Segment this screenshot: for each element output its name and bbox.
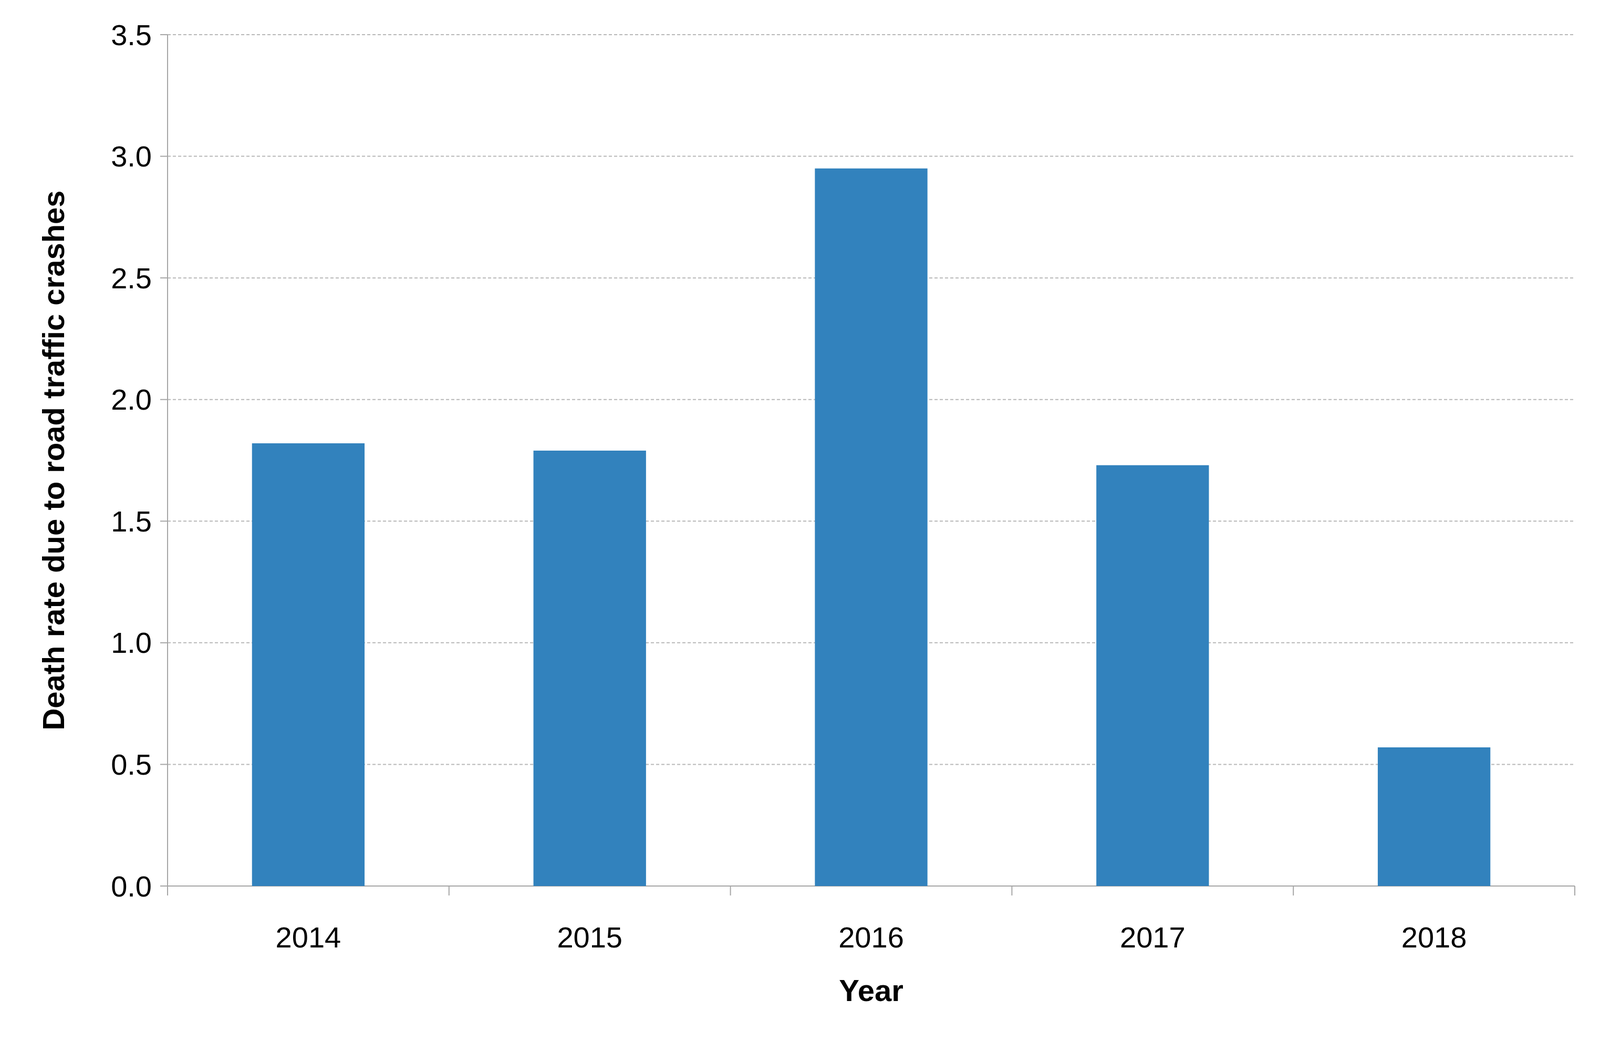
x-tick (1574, 886, 1576, 896)
y-tick (160, 885, 168, 887)
y-tick-label: 1.5 (110, 504, 152, 538)
grid-line (167, 156, 1575, 158)
x-tick-label: 2014 (275, 920, 342, 954)
bar (814, 168, 928, 887)
x-tick-label: 2015 (556, 920, 623, 954)
x-axis-label: Year (838, 973, 904, 1008)
y-tick (160, 156, 168, 158)
bar (1377, 747, 1491, 887)
y-tick-label: 3.5 (110, 18, 152, 52)
y-tick-label: 3.0 (110, 139, 152, 173)
y-tick (160, 34, 168, 36)
x-tick-label: 2017 (1119, 920, 1186, 954)
y-tick (160, 763, 168, 765)
bar (252, 443, 365, 887)
y-tick-label: 0.5 (110, 747, 152, 782)
y-tick (160, 520, 168, 522)
chart: 0.0 0.5 1.0 1.5 2.0 2.5 3.0 3.5 2014 2015 2016 2017… (0, 0, 1600, 1042)
y-tick (160, 642, 168, 644)
bar (1096, 465, 1209, 887)
y-tick-label: 2.0 (110, 382, 152, 417)
y-axis (167, 34, 169, 887)
grid-line (167, 34, 1575, 36)
y-tick-label: 2.5 (110, 261, 152, 295)
y-tick-label: 0.0 (110, 869, 152, 903)
x-tick-label: 2016 (838, 920, 905, 954)
chart-container: 0.0 0.5 1.0 1.5 2.0 2.5 3.0 3.5 2014 2015 2016 2017… (0, 0, 1600, 1042)
x-tick (730, 886, 732, 896)
x-tick (1292, 886, 1294, 896)
bar (533, 450, 647, 887)
x-tick (1011, 886, 1013, 896)
x-tick-label: 2018 (1401, 920, 1468, 954)
x-tick (448, 886, 450, 896)
x-tick (167, 886, 169, 896)
bars (252, 168, 1491, 887)
y-axis-label: Death rate due to road traffic crashes (36, 190, 71, 731)
y-tick (160, 399, 168, 401)
page: {"chart_data": {"type": "bar", "x_label"… (0, 0, 1600, 1042)
y-tick-label: 1.0 (110, 626, 152, 660)
y-tick (160, 277, 168, 279)
